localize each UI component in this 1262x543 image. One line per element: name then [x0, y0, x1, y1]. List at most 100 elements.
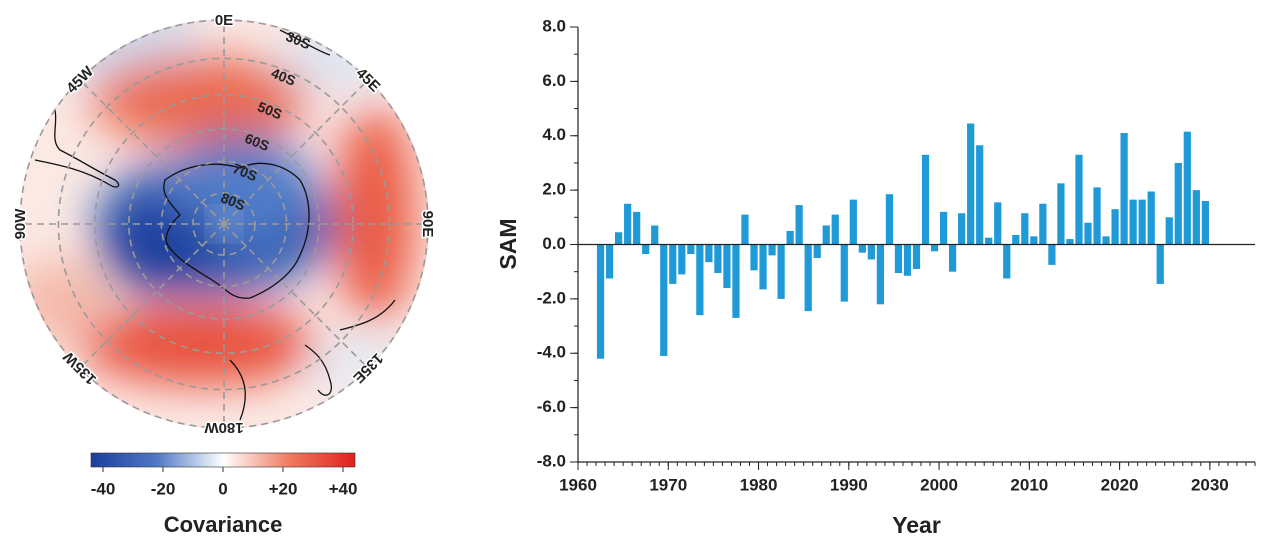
longitude-line — [223, 223, 370, 370]
longitude-label: 90E — [419, 211, 436, 238]
bar — [967, 123, 975, 245]
y-tick-label: 6.0 — [542, 71, 566, 90]
colorbar-tick-label: 0 — [218, 479, 227, 498]
bar — [1183, 131, 1191, 245]
longitude-label: 180W — [204, 419, 244, 436]
bar — [1147, 191, 1155, 245]
bar — [660, 244, 668, 356]
bar — [804, 244, 812, 312]
bar — [1066, 239, 1074, 245]
bar — [813, 244, 821, 259]
latitude-line — [128, 128, 320, 320]
bar — [642, 244, 650, 255]
bar — [1192, 190, 1200, 245]
colorbar-label: Covariance — [164, 512, 283, 537]
colorbar-tick-label: +20 — [269, 479, 298, 498]
bar — [912, 244, 921, 269]
colorbar-tick-label: +40 — [329, 479, 358, 498]
bar — [714, 244, 722, 274]
bar — [741, 214, 749, 245]
latitude-line — [57, 57, 391, 391]
bar — [948, 244, 957, 272]
bar — [1201, 201, 1209, 245]
longitude-line — [223, 78, 370, 225]
bar — [1057, 183, 1065, 245]
longitude-label: 0E — [215, 12, 233, 29]
bar — [705, 244, 713, 263]
longitude-line — [78, 223, 225, 370]
coastlines — [34, 29, 396, 421]
bar — [894, 244, 903, 274]
bar — [876, 244, 885, 305]
bar — [958, 213, 966, 245]
x-tick-label: 2030 — [1191, 475, 1229, 494]
bar — [885, 194, 894, 245]
colorbar-tick-label: -40 — [91, 479, 116, 498]
y-tick-label: -8.0 — [537, 451, 566, 470]
y-tick-label: -6.0 — [537, 397, 566, 416]
bar — [750, 244, 758, 271]
bar — [985, 237, 993, 245]
bar — [903, 244, 912, 276]
bar — [858, 244, 866, 253]
bar — [1102, 236, 1110, 245]
bar — [624, 203, 632, 245]
x-tick-label: 1980 — [740, 475, 778, 494]
y-axis-label: SAM — [495, 218, 521, 269]
bar — [1093, 187, 1101, 245]
latitude-line — [93, 93, 355, 355]
y-tick-label: -2.0 — [537, 288, 566, 307]
bar — [1174, 162, 1182, 245]
bar — [849, 199, 857, 245]
bar — [1012, 234, 1020, 245]
y-tick-label: -4.0 — [537, 343, 566, 362]
x-tick-label: 1960 — [559, 475, 597, 494]
bar — [1120, 133, 1128, 245]
x-tick-label: 2010 — [1010, 475, 1048, 494]
bar — [723, 244, 731, 288]
bar — [921, 154, 930, 245]
bar — [1129, 199, 1137, 245]
longitude-line — [78, 78, 225, 225]
bar — [1048, 244, 1056, 265]
longitude-label: 90W — [12, 208, 29, 240]
y-tick-label: 0.0 — [542, 234, 566, 253]
bar — [831, 214, 839, 245]
bar — [939, 211, 948, 245]
bar — [976, 145, 984, 245]
bar — [1021, 213, 1029, 245]
bar — [1003, 244, 1011, 279]
bar — [994, 202, 1002, 245]
bar — [596, 244, 605, 359]
bar — [605, 244, 614, 279]
x-tick-label: 2000 — [920, 475, 958, 494]
x-tick-label: 2020 — [1101, 475, 1139, 494]
bar — [669, 244, 677, 284]
bar — [1084, 222, 1092, 245]
bar — [696, 244, 704, 316]
bar — [1039, 203, 1047, 245]
bar — [795, 205, 803, 245]
bar — [786, 230, 794, 245]
bar — [1156, 244, 1164, 284]
bar — [930, 244, 939, 252]
bar — [1075, 154, 1083, 245]
bar — [651, 225, 659, 245]
bar — [732, 244, 740, 318]
y-tick-label: 4.0 — [542, 125, 566, 144]
x-tick-label: 1970 — [649, 475, 687, 494]
bar — [633, 211, 641, 245]
bar — [1165, 217, 1173, 245]
colorbar-tick-label: -20 — [151, 479, 176, 498]
bar — [759, 244, 767, 290]
x-tick-label: 1990 — [830, 475, 868, 494]
bar — [822, 225, 830, 245]
bar — [867, 244, 875, 260]
colorbar — [90, 452, 356, 468]
bar — [1111, 209, 1119, 245]
bar — [615, 232, 623, 245]
y-tick-label: 2.0 — [542, 180, 566, 199]
latitude-line — [192, 192, 256, 256]
